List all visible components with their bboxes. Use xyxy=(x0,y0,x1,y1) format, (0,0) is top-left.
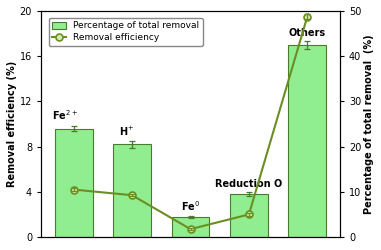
Text: Others: Others xyxy=(289,28,326,38)
Bar xyxy=(230,194,268,237)
Removal efficiency xyxy=(305,15,310,18)
Text: Reduction O: Reduction O xyxy=(215,179,283,189)
Line: Removal efficiency: Removal efficiency xyxy=(70,13,311,232)
Text: Fe$^{0}$: Fe$^{0}$ xyxy=(181,199,200,213)
Y-axis label: Removal efficiency (%): Removal efficiency (%) xyxy=(7,61,17,187)
Removal efficiency xyxy=(247,213,251,216)
Y-axis label: Percentage of total removal  (%): Percentage of total removal (%) xyxy=(364,34,374,214)
Legend: Percentage of total removal, Removal efficiency: Percentage of total removal, Removal eff… xyxy=(49,18,203,46)
Text: Fe$^{2+}$: Fe$^{2+}$ xyxy=(52,108,78,122)
Bar xyxy=(113,144,151,237)
Bar xyxy=(288,45,326,237)
Bar xyxy=(55,128,93,237)
Removal efficiency xyxy=(71,188,76,191)
Removal efficiency xyxy=(188,228,193,231)
Text: H$^{+}$: H$^{+}$ xyxy=(119,124,134,138)
Bar xyxy=(171,217,210,237)
Removal efficiency xyxy=(130,194,134,197)
